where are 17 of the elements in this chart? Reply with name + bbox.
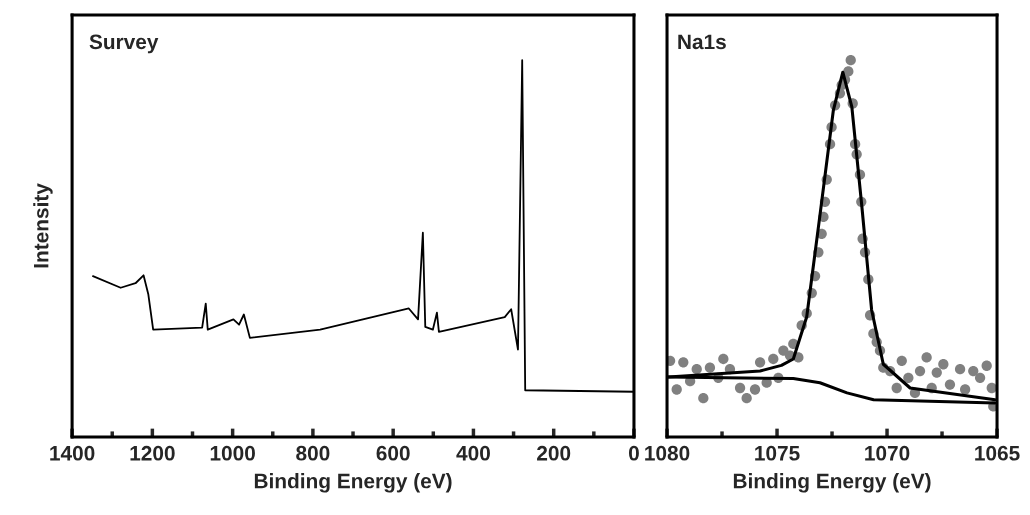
x-tick-label: 1000	[210, 445, 255, 461]
x-tick-label: 1065	[975, 445, 1020, 461]
x-tick-label: 400	[456, 445, 490, 461]
y-axis-title: Intensity	[33, 183, 53, 268]
x-tick-label: 1200	[130, 445, 175, 461]
x-tick-label: 1070	[865, 445, 910, 461]
x-tick-label: 800	[296, 445, 330, 461]
x-tick-label: 1075	[755, 445, 800, 461]
x-axis-title: Binding Energy (eV)	[733, 473, 931, 493]
x-tick-label: 600	[376, 445, 410, 461]
x-tick-label: 1400	[50, 445, 95, 461]
chart-title: Na1s	[678, 34, 726, 50]
x-tick-label: 0	[629, 445, 639, 461]
x-tick-label: 1080	[645, 445, 690, 461]
chart-title: Survey	[89, 34, 159, 54]
x-axis-title: Binding Energy (eV)	[254, 473, 452, 493]
x-tick-label: 200	[537, 445, 571, 461]
